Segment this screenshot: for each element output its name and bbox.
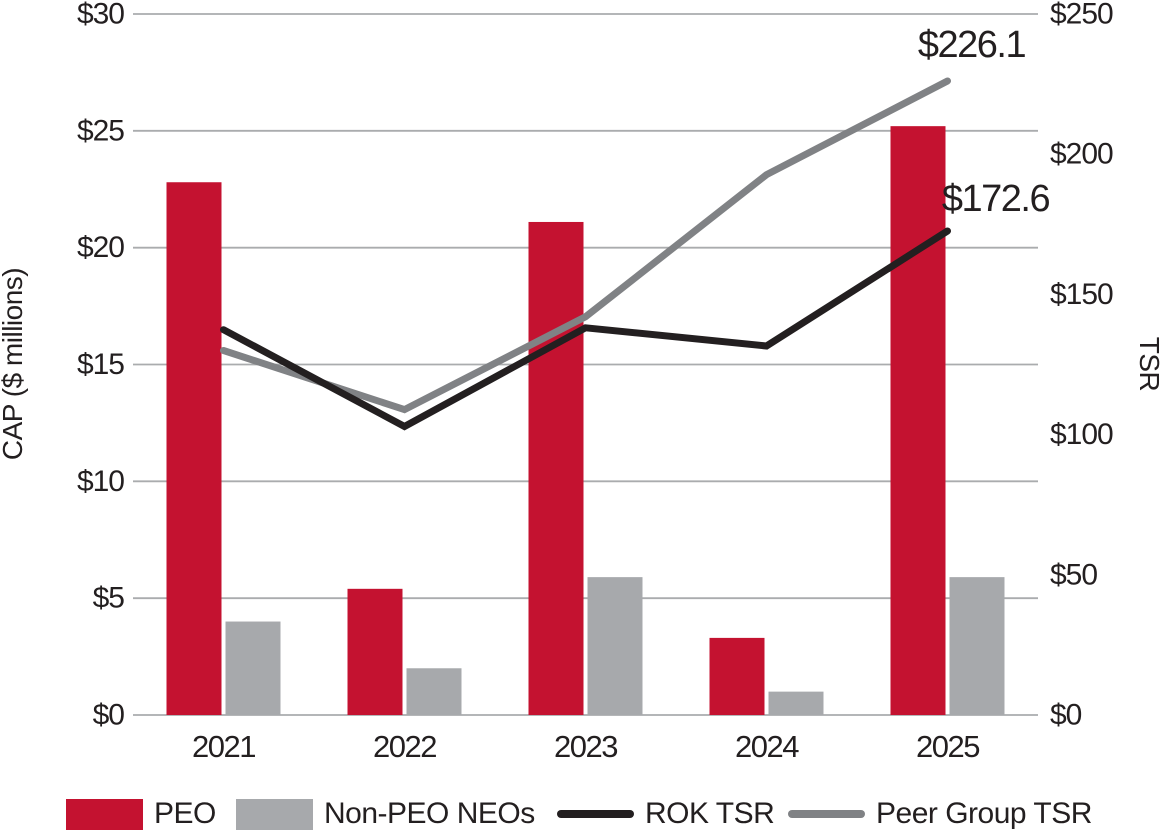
left-axis-tick-label: $30 — [77, 0, 124, 31]
non-peo-neos-bar — [768, 691, 824, 715]
legend-item-rok-tsr: ROK TSR — [557, 794, 775, 834]
peo-swatch-icon — [66, 798, 143, 830]
legend-item-peer-group-tsr: Peer Group TSR — [788, 794, 1092, 834]
left-axis-tick-label: $10 — [77, 465, 124, 498]
right-axis-tick-label: $250 — [1050, 0, 1113, 31]
peo-bar — [890, 126, 946, 715]
left-axis-tick-label: $15 — [77, 348, 124, 381]
peo-bar — [528, 221, 584, 716]
right-axis-title: TSR — [1134, 337, 1163, 392]
right-axis-tick-label: $150 — [1050, 278, 1113, 311]
peer-group-tsr-line — [220, 77, 951, 414]
left-axis-tick-label: $20 — [77, 231, 124, 264]
legend-label-non-peo-neos: Non-PEO NEOs — [324, 797, 535, 830]
chart-plot-area: $0 $5 $10 $15 $20 $25 $30 $0 $50 $100 $150 $200 $250… — [0, 0, 1163, 764]
legend-label-peer-group-tsr: Peer Group TSR — [876, 797, 1092, 830]
rok-tsr-line — [220, 227, 951, 431]
right-axis-tick-label: $100 — [1050, 418, 1113, 451]
chart-legend: PEO Non-PEO NEOs ROK TSR Peer Group TSR — [0, 794, 1163, 838]
x-axis-year-label: 2021 — [192, 729, 255, 764]
left-axis-tick-label: $25 — [77, 114, 124, 147]
legend-item-non-peo-neos: Non-PEO NEOs — [236, 794, 535, 834]
x-axis-year-label: 2023 — [554, 729, 617, 764]
x-axis-year-label: 2025 — [916, 729, 979, 764]
line-end-value-annotation: $172.6 — [942, 178, 1050, 220]
non-peo-neos-swatch-icon — [236, 798, 313, 830]
peo-bar — [709, 637, 765, 715]
non-peo-neos-bar — [406, 668, 462, 715]
peo-bar — [347, 588, 403, 715]
rok-tsr-line-icon — [557, 810, 634, 818]
legend-label-rok-tsr: ROK TSR — [645, 797, 775, 830]
right-axis-tick-label: $50 — [1050, 558, 1097, 591]
non-peo-neos-bar — [949, 577, 1005, 715]
left-axis-tick-label: $5 — [93, 582, 125, 615]
non-peo-neos-bar — [587, 577, 643, 715]
left-axis-tick-label: $0 — [93, 699, 125, 732]
peo-bar — [166, 182, 222, 716]
x-axis-year-label: 2024 — [735, 729, 799, 764]
legend-item-peo: PEO — [66, 794, 216, 834]
peer-group-tsr-line-icon — [788, 810, 865, 818]
right-axis-tick-label: $200 — [1050, 138, 1113, 171]
line-end-value-annotation: $226.1 — [918, 24, 1026, 66]
left-axis-title: CAP ($ millions) — [0, 268, 28, 460]
legend-label-peo: PEO — [154, 797, 216, 830]
right-axis-tick-label: $0 — [1050, 699, 1082, 732]
x-axis-year-label: 2022 — [373, 729, 436, 764]
non-peo-neos-bar — [225, 621, 281, 715]
